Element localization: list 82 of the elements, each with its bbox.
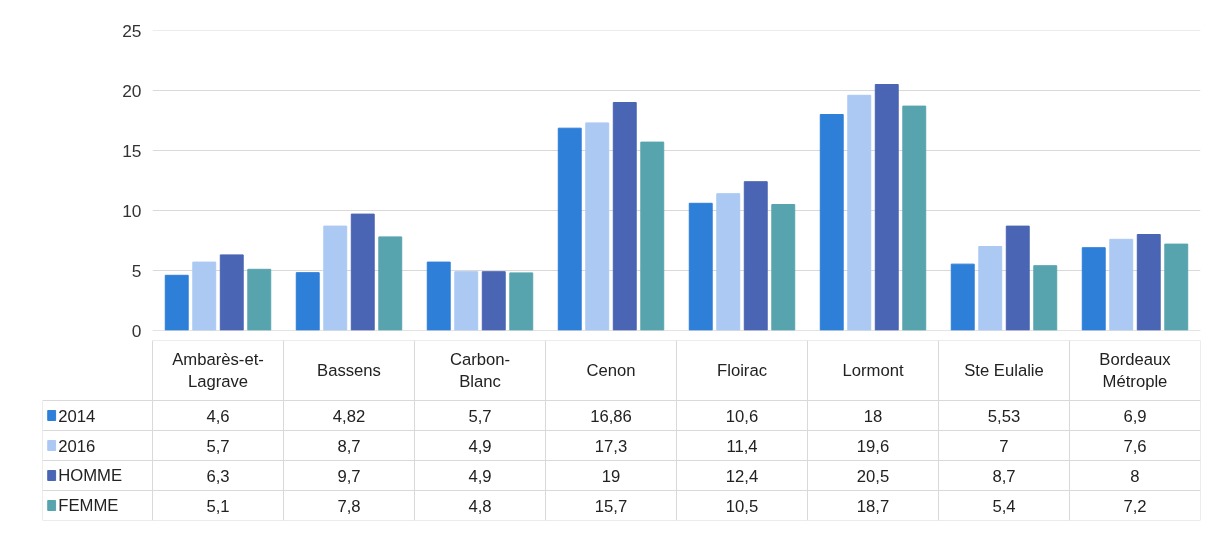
data-label: 5,7: [468, 406, 492, 426]
bar: [247, 268, 272, 331]
bar: [1033, 265, 1058, 331]
data-label: 16,86: [590, 406, 632, 426]
legend-label: HOMME: [58, 466, 123, 485]
bar: [819, 114, 844, 331]
bar: [978, 246, 1003, 331]
data-label: 10,6: [725, 406, 759, 426]
bar: [902, 105, 927, 331]
bar: [426, 261, 451, 331]
data-label: 4,9: [468, 466, 492, 486]
bar: [192, 261, 217, 331]
data-label: 4,6: [206, 406, 230, 426]
data-label: 8: [1130, 466, 1140, 486]
data-label: 6,9: [1123, 406, 1147, 426]
y-tick-label: 5: [131, 260, 142, 281]
y-tick-label: 15: [122, 140, 142, 161]
bar: [378, 236, 403, 331]
bar: [771, 204, 796, 331]
bar: [874, 84, 899, 331]
data-label: 4,82: [332, 406, 366, 426]
data-label: 15,7: [594, 496, 628, 516]
data-label: 18: [863, 406, 883, 426]
x-tick-label: Carbon- Blanc: [449, 349, 511, 392]
data-label: 17,3: [594, 436, 628, 456]
data-label: 19: [601, 466, 621, 486]
bar: [350, 213, 375, 331]
legend-label: 2014: [58, 406, 96, 426]
bar: [1164, 243, 1189, 331]
legend-label: 2016: [58, 436, 96, 456]
y-tick-label: 0: [131, 320, 142, 341]
data-label: 6,3: [206, 466, 230, 486]
x-tick-label: Ambarès-et- Lagrave: [172, 349, 264, 392]
bar: [612, 102, 637, 331]
x-tick-label: Ste Eulalie: [964, 361, 1044, 380]
bar: [219, 254, 244, 331]
data-label: 7,8: [337, 496, 361, 516]
bar: [1081, 247, 1106, 331]
data-label: 9,7: [337, 466, 361, 486]
data-label: 7,6: [1123, 436, 1147, 456]
bar: [1136, 234, 1161, 331]
bar: [716, 193, 741, 331]
bar: [454, 271, 479, 331]
legend-label: FEMME: [58, 496, 119, 515]
data-label: 12,4: [725, 466, 759, 486]
bar: [950, 263, 975, 331]
bar: [323, 225, 348, 331]
data-label: 5,7: [206, 436, 230, 456]
bar: [164, 274, 189, 331]
bar: [1005, 225, 1030, 331]
x-tick-label: Lormont: [842, 361, 904, 380]
x-tick-label: Cenon: [586, 361, 636, 380]
data-label: 18,7: [856, 496, 890, 516]
data-label: 8,7: [992, 466, 1016, 486]
bar: [585, 122, 610, 331]
data-label: 20,5: [856, 466, 890, 486]
bar: [557, 127, 582, 331]
data-label: 7,2: [1123, 496, 1147, 516]
y-tick-label: 25: [122, 20, 142, 41]
data-label: 5,53: [987, 406, 1021, 426]
data-label: 11,4: [726, 436, 758, 456]
bar: [743, 181, 768, 331]
x-tick-label: Bassens: [317, 361, 381, 380]
bar: [295, 272, 320, 331]
y-tick-label: 10: [122, 200, 142, 221]
data-label: 4,9: [468, 436, 492, 456]
x-tick-label: Bordeaux Métrople: [1099, 349, 1172, 392]
data-label: 7: [999, 436, 1009, 456]
bar: [847, 94, 872, 331]
x-tick-label: Floirac: [717, 361, 767, 380]
data-label: 8,7: [337, 436, 361, 456]
data-label: 5,4: [992, 496, 1016, 516]
data-label: 4,8: [468, 496, 492, 516]
data-label: 10,5: [725, 496, 759, 516]
bar: [481, 271, 506, 331]
y-tick-label: 20: [122, 80, 142, 101]
data-label: 19,6: [856, 436, 890, 456]
data-label: 5,1: [206, 496, 230, 516]
bar: [1109, 238, 1134, 331]
bar: [640, 141, 665, 331]
bar: [688, 202, 713, 331]
bar: [509, 272, 534, 331]
